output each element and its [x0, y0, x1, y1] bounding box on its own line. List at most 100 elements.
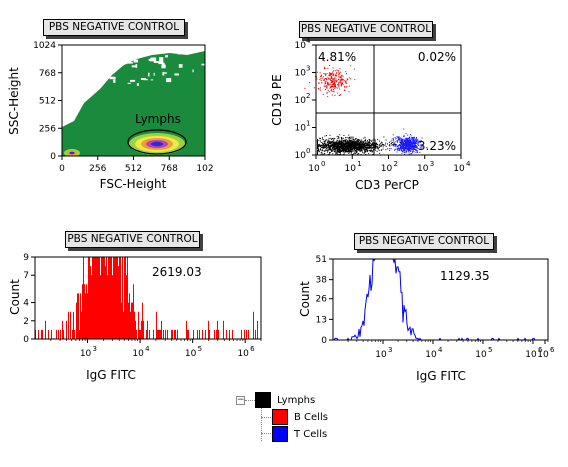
- event-dot: [371, 149, 373, 151]
- event-dot: [385, 149, 387, 151]
- event-dot: [324, 60, 325, 62]
- event-dot: [331, 77, 333, 79]
- event-dot: [351, 144, 353, 146]
- event-dot: [421, 137, 423, 139]
- x-tick-label: 10: [237, 349, 249, 359]
- event-dot: [348, 150, 349, 152]
- event-dot: [323, 76, 325, 78]
- event-dot: [355, 144, 356, 146]
- event-dot: [416, 142, 418, 144]
- event-dot: [336, 144, 338, 146]
- event-dot: [389, 145, 391, 147]
- event-dot: [411, 149, 413, 151]
- event-dot: [360, 147, 362, 149]
- event-dot: [359, 146, 361, 148]
- event-dot: [321, 147, 323, 149]
- event-dot: [324, 73, 326, 75]
- event-dot: [338, 75, 340, 77]
- event-dot: [405, 144, 407, 146]
- event-dot: [404, 148, 406, 150]
- event-dot: [348, 147, 350, 149]
- event-dot: [330, 141, 332, 143]
- event-dot: [347, 145, 349, 147]
- event-dot: [350, 137, 352, 139]
- event-dot: [338, 142, 340, 144]
- event-dot: [326, 135, 327, 137]
- panel1-fsc-ssc-plot: Lymphs 0 256 512 768 102 0 256 512 768 1024 FSC-H…: [7, 41, 214, 191]
- event-dot: [327, 92, 329, 94]
- event-dot: [401, 150, 403, 152]
- event-dot: [338, 137, 340, 139]
- event-dot: [318, 83, 320, 84]
- event-dot: [333, 83, 335, 85]
- collapse-expander-icon[interactable]: −: [236, 395, 245, 405]
- tree-item-lymphs[interactable]: Lymphs: [255, 392, 315, 408]
- event-dot: [343, 86, 345, 88]
- event-dot: [342, 143, 344, 145]
- event-dot: [326, 151, 328, 153]
- event-dot: [331, 94, 333, 96]
- density-gap: [162, 71, 165, 76]
- event-dot: [364, 150, 365, 152]
- event-dot: [339, 140, 341, 142]
- event-dot: [407, 150, 409, 152]
- density-gap: [105, 74, 109, 78]
- x-tick-label: 10: [417, 164, 429, 174]
- event-dot: [361, 149, 363, 151]
- tree-item-t-cells[interactable]: T Cells: [272, 426, 327, 442]
- event-dot: [318, 88, 320, 90]
- event-dot: [367, 144, 369, 146]
- event-dot: [379, 145, 381, 147]
- event-dot: [418, 142, 420, 144]
- event-dot: [411, 139, 413, 141]
- event-dot: [332, 78, 334, 80]
- density-area: [62, 51, 205, 156]
- event-dot: [374, 146, 376, 148]
- event-dot: [396, 140, 398, 142]
- quadrant-lower-right: 3.23%: [418, 139, 456, 153]
- event-dot: [350, 150, 352, 152]
- event-dot: [332, 146, 334, 148]
- event-dot: [320, 140, 321, 142]
- event-dot: [336, 143, 338, 144]
- event-dot: [335, 147, 337, 149]
- event-dot: [394, 136, 396, 138]
- y-tick-label: 0: [50, 152, 56, 162]
- tree-item-b-cells[interactable]: B Cells: [272, 409, 328, 425]
- event-dot: [325, 139, 327, 141]
- event-dot: [357, 143, 359, 145]
- event-dot: [330, 145, 332, 147]
- density-gap: [84, 50, 87, 52]
- event-dot: [405, 147, 407, 149]
- event-dot: [354, 139, 356, 140]
- y-axis-label: Count: [8, 279, 22, 315]
- event-dot: [370, 139, 372, 141]
- event-dot: [343, 146, 345, 148]
- event-dot: [364, 140, 366, 142]
- event-dot: [317, 139, 318, 141]
- event-dot: [342, 83, 343, 85]
- event-dot: [319, 72, 321, 74]
- event-dot: [338, 145, 340, 147]
- event-dot: [339, 141, 341, 143]
- event-dot: [357, 143, 359, 145]
- event-dot: [328, 78, 330, 79]
- density-gap: [101, 63, 107, 66]
- event-dot: [369, 139, 371, 141]
- event-dot: [359, 144, 361, 146]
- density-gap: [101, 55, 106, 59]
- event-dot: [410, 145, 412, 147]
- event-dot: [342, 141, 344, 143]
- event-dot: [409, 146, 411, 148]
- event-dot: [350, 65, 352, 67]
- event-dot: [359, 149, 361, 151]
- event-dot: [336, 69, 338, 71]
- event-dot: [324, 140, 326, 142]
- event-dot: [333, 74, 335, 76]
- event-dot: [393, 140, 395, 142]
- event-dot: [327, 144, 329, 146]
- event-dot: [323, 147, 325, 148]
- y-tick-label: 7: [23, 271, 29, 281]
- event-dot: [340, 141, 342, 143]
- event-dot: [369, 145, 371, 146]
